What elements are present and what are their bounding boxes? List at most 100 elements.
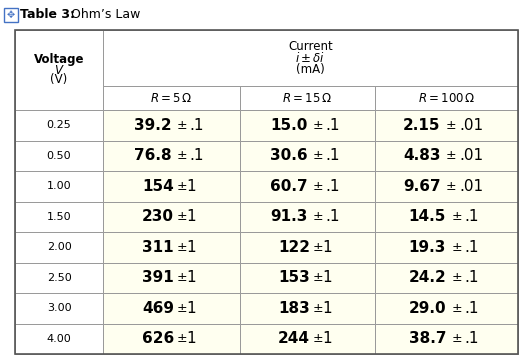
- Text: 9.67: 9.67: [403, 179, 441, 194]
- Text: 244: 244: [278, 331, 310, 346]
- Bar: [15, 324, 103, 354]
- Bar: [240, 171, 375, 202]
- Text: .01: .01: [459, 148, 484, 163]
- Text: .1: .1: [464, 240, 479, 255]
- Text: ±: ±: [312, 302, 323, 315]
- Text: 1: 1: [322, 331, 332, 346]
- Text: 1: 1: [186, 240, 196, 255]
- Text: 311: 311: [142, 240, 174, 255]
- Bar: [15, 171, 103, 202]
- Text: ±: ±: [176, 119, 187, 132]
- Text: (V): (V): [50, 74, 67, 87]
- Bar: [103, 324, 240, 354]
- Text: 3.00: 3.00: [47, 303, 71, 313]
- Text: $R = 5\,\Omega$: $R = 5\,\Omega$: [150, 91, 193, 104]
- Text: .1: .1: [189, 148, 204, 163]
- Text: 60.7: 60.7: [270, 179, 307, 194]
- Bar: [103, 171, 240, 202]
- Text: $i \pm \delta i$: $i \pm \delta i$: [295, 51, 326, 65]
- Bar: [15, 110, 103, 141]
- Text: ±: ±: [312, 271, 323, 284]
- Text: 122: 122: [278, 240, 310, 255]
- Bar: [240, 86, 375, 110]
- Bar: [103, 232, 240, 262]
- Text: 1.00: 1.00: [47, 181, 71, 191]
- Bar: [375, 141, 518, 171]
- Text: 1: 1: [186, 331, 196, 346]
- Text: .1: .1: [326, 179, 340, 194]
- Text: ±: ±: [176, 210, 187, 223]
- Text: 626: 626: [142, 331, 174, 346]
- Text: ±: ±: [446, 119, 456, 132]
- Bar: [240, 110, 375, 141]
- Text: 2.00: 2.00: [47, 242, 71, 252]
- Text: .1: .1: [326, 209, 340, 224]
- Text: Ohm’s Law: Ohm’s Law: [67, 8, 140, 20]
- Text: ±: ±: [176, 149, 187, 162]
- Text: 391: 391: [142, 270, 174, 285]
- Bar: [375, 324, 518, 354]
- Text: Voltage: Voltage: [34, 54, 84, 67]
- Text: 29.0: 29.0: [409, 301, 447, 316]
- Bar: [103, 30, 518, 86]
- Text: 91.3: 91.3: [270, 209, 307, 224]
- Text: 469: 469: [142, 301, 174, 316]
- Bar: [103, 262, 240, 293]
- Bar: [375, 202, 518, 232]
- Bar: [15, 232, 103, 262]
- Text: 1.50: 1.50: [47, 212, 71, 222]
- Bar: [375, 293, 518, 324]
- Bar: [375, 262, 518, 293]
- Text: 1: 1: [322, 270, 332, 285]
- Text: .1: .1: [464, 301, 479, 316]
- Text: ±: ±: [312, 210, 323, 223]
- Text: ±: ±: [451, 210, 462, 223]
- Bar: [240, 141, 375, 171]
- Text: $R = 100\,\Omega$: $R = 100\,\Omega$: [418, 91, 475, 104]
- Text: $V$: $V$: [54, 63, 64, 76]
- Text: 153: 153: [278, 270, 310, 285]
- Text: 230: 230: [142, 209, 174, 224]
- Text: 38.7: 38.7: [409, 331, 446, 346]
- Bar: [240, 293, 375, 324]
- Text: ±: ±: [176, 332, 187, 345]
- Text: 1: 1: [186, 301, 196, 316]
- Text: 1: 1: [186, 270, 196, 285]
- Bar: [15, 30, 103, 110]
- Bar: [375, 110, 518, 141]
- Text: ±: ±: [176, 180, 187, 193]
- Text: 14.5: 14.5: [409, 209, 446, 224]
- Text: ±: ±: [176, 271, 187, 284]
- Text: 24.2: 24.2: [409, 270, 447, 285]
- Text: ±: ±: [451, 302, 462, 315]
- Text: .1: .1: [326, 148, 340, 163]
- Text: 4.00: 4.00: [47, 334, 71, 344]
- Text: ±: ±: [451, 332, 462, 345]
- Text: ±: ±: [312, 149, 323, 162]
- Text: (mA): (mA): [296, 63, 325, 76]
- Text: ±: ±: [312, 332, 323, 345]
- Text: 154: 154: [142, 179, 174, 194]
- Text: 76.8: 76.8: [134, 148, 172, 163]
- Text: 183: 183: [278, 301, 310, 316]
- Text: ±: ±: [312, 241, 323, 254]
- Bar: [103, 202, 240, 232]
- Text: ±: ±: [446, 180, 456, 193]
- Text: ±: ±: [446, 149, 456, 162]
- Bar: [375, 232, 518, 262]
- Text: 1: 1: [322, 301, 332, 316]
- Text: 0.25: 0.25: [47, 120, 71, 130]
- Bar: [103, 110, 240, 141]
- Text: Current: Current: [288, 40, 333, 54]
- Text: ±: ±: [312, 180, 323, 193]
- Text: 4.83: 4.83: [403, 148, 441, 163]
- Text: Table 3:: Table 3:: [20, 8, 75, 20]
- Text: .1: .1: [464, 209, 479, 224]
- Text: .1: .1: [464, 270, 479, 285]
- Text: 1: 1: [186, 209, 196, 224]
- Text: $R = 15\,\Omega$: $R = 15\,\Omega$: [282, 91, 332, 104]
- Bar: [103, 293, 240, 324]
- Bar: [240, 232, 375, 262]
- Text: .1: .1: [326, 118, 340, 133]
- Text: .1: .1: [464, 331, 479, 346]
